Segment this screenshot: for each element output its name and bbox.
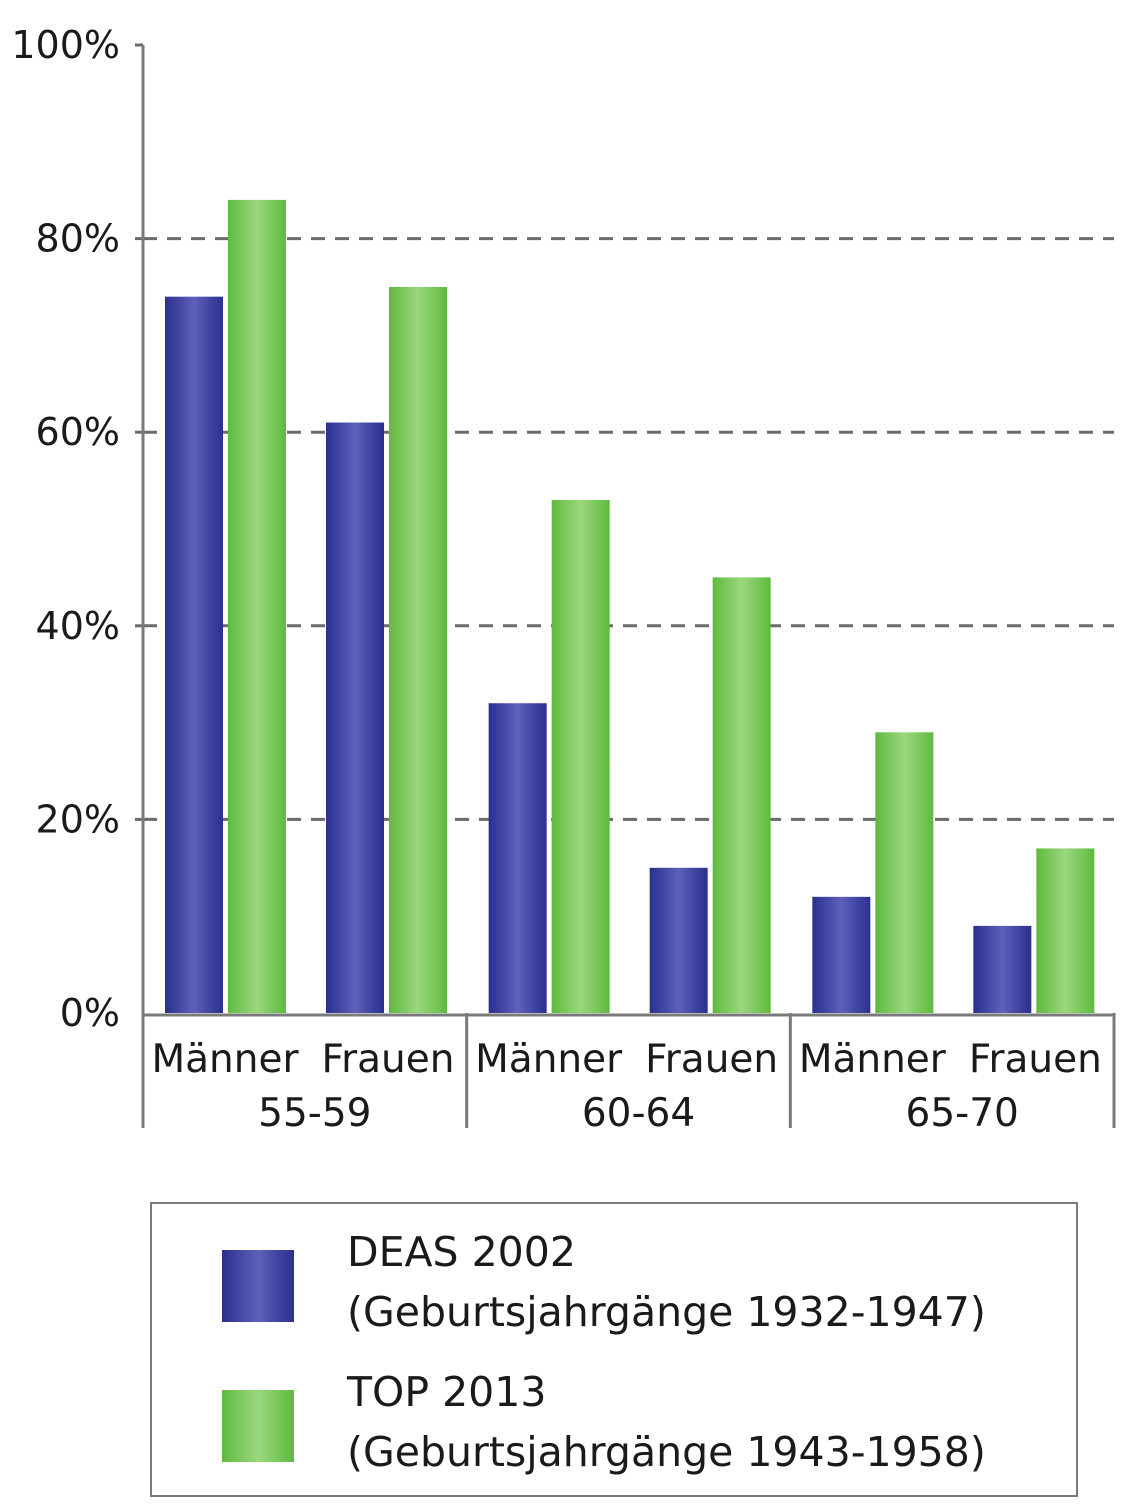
x-category-label: Männer: [151, 1037, 299, 1082]
bar-deas: [973, 925, 1032, 1013]
legend-sublabel-deas: (Geburtsjahrgänge 1932-1947): [347, 1288, 986, 1336]
legend-label-top: TOP 2013: [347, 1368, 547, 1416]
bar-top: [389, 287, 447, 1013]
bar-top: [712, 577, 771, 1013]
bar-deas: [326, 422, 384, 1013]
bar-top: [228, 199, 286, 1013]
legend-swatch-deas: [222, 1250, 294, 1322]
bar-top: [1036, 848, 1095, 1013]
bar-deas: [488, 703, 547, 1013]
axes: [135, 43, 1116, 1128]
bar-deas: [649, 867, 708, 1013]
legend-label-deas: DEAS 2002: [347, 1228, 576, 1276]
x-category-label: Frauen: [645, 1037, 778, 1082]
x-group-label: 65-70: [906, 1091, 1019, 1136]
gridlines: [143, 237, 1114, 821]
legend-swatch-top: [222, 1390, 294, 1462]
bar-top: [551, 499, 610, 1014]
x-category-label: Frauen: [322, 1037, 455, 1082]
x-group-label: 60-64: [582, 1091, 695, 1136]
bar-deas: [165, 296, 223, 1013]
y-tick-label: 60%: [36, 410, 120, 454]
x-group-label: 55-59: [258, 1091, 371, 1136]
y-tick-label: 80%: [36, 217, 120, 261]
y-tick-label: 40%: [36, 604, 120, 648]
legend: DEAS 2002 (Geburtsjahrgänge 1932-1947) T…: [150, 1202, 1078, 1497]
legend-sublabel-top: (Geburtsjahrgänge 1943-1958): [347, 1428, 986, 1476]
y-tick-label: 20%: [36, 797, 120, 841]
legend-item-deas: DEAS 2002 (Geburtsjahrgänge 1932-1947): [152, 1222, 1076, 1352]
y-tick-label: 100%: [11, 23, 120, 67]
x-category-label: Männer: [799, 1037, 947, 1082]
bar-deas: [812, 896, 871, 1013]
legend-item-top: TOP 2013 (Geburtsjahrgänge 1943-1958): [152, 1362, 1076, 1492]
axis-labels: 0% 20% 40% 60% 80% 100% Männer Frauen 55-59 Männe…: [11, 23, 1101, 1136]
x-category-label: Frauen: [969, 1037, 1102, 1082]
x-category-label: Männer: [475, 1037, 623, 1082]
bar-top: [875, 732, 934, 1013]
bars: [165, 199, 1095, 1014]
bar-chart: 0% 20% 40% 60% 80% 100% Männer Frauen 55-59 Männe…: [11, 23, 1116, 1136]
y-tick-label: 0%: [60, 991, 120, 1035]
